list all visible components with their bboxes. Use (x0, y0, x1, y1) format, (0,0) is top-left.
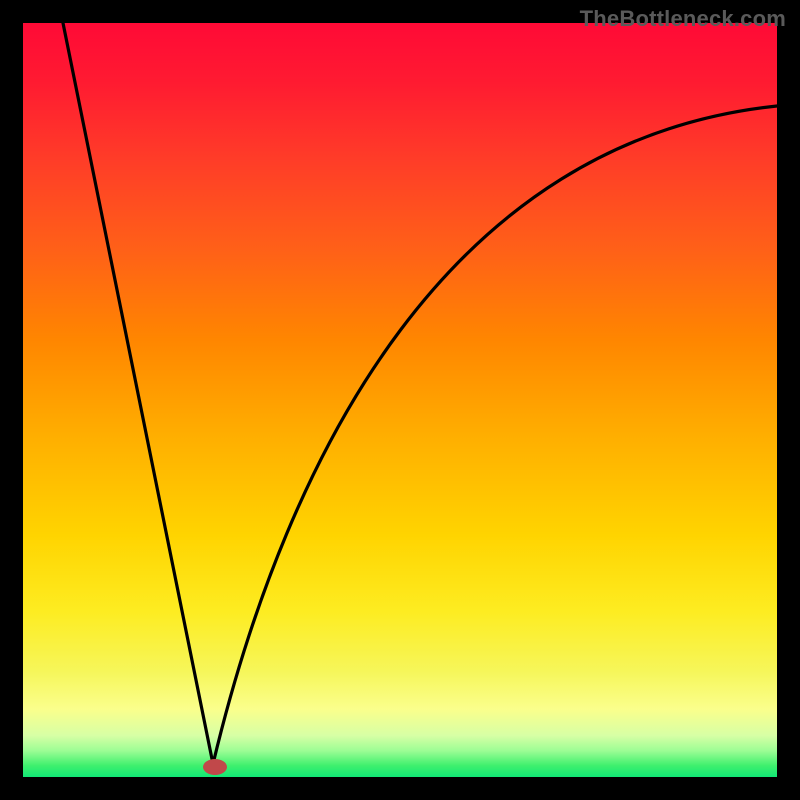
chart-gradient-background (23, 23, 777, 777)
bottleneck-curve-chart (0, 0, 800, 800)
chart-container: TheBottleneck.com (0, 0, 800, 800)
watermark-text: TheBottleneck.com (580, 6, 786, 32)
optimal-point-marker (203, 759, 227, 775)
